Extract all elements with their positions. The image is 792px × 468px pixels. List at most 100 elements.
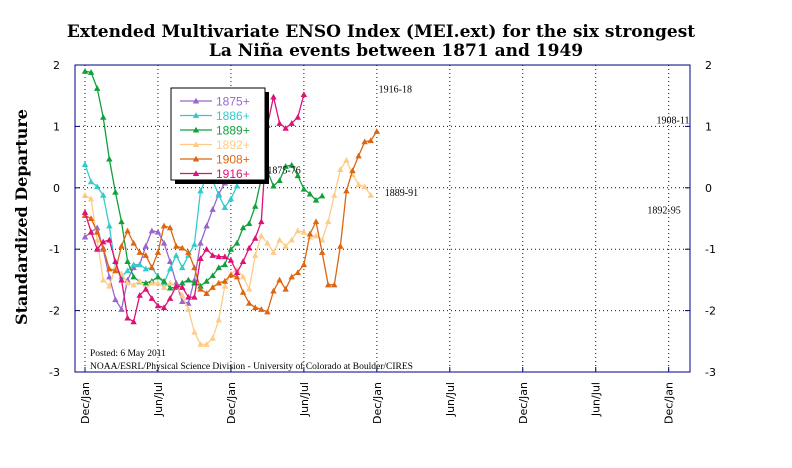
data-point: [203, 341, 210, 347]
legend-marker: [192, 141, 200, 148]
data-point: [130, 281, 137, 288]
y-tick-label-left: 1: [53, 120, 60, 133]
data-point: [361, 183, 368, 190]
data-point: [124, 267, 131, 274]
data-point: [179, 292, 186, 298]
data-point: [306, 190, 314, 197]
data-point: [148, 227, 156, 234]
series-1908: [81, 128, 381, 315]
data-point: [215, 279, 222, 286]
data-point: [331, 281, 338, 288]
data-point: [209, 252, 216, 258]
data-point: [160, 277, 168, 284]
data-point: [81, 191, 89, 198]
plot-area: [74, 64, 691, 373]
y-tick-label-left: -1: [49, 243, 60, 256]
legend-item: 1886+: [180, 109, 250, 123]
y-tick-label-left: 2: [53, 59, 60, 72]
credit-posted: Posted: 6 May 2011: [90, 349, 166, 359]
data-point: [349, 167, 356, 174]
data-point: [100, 238, 107, 245]
data-point: [173, 279, 180, 286]
data-point: [179, 264, 186, 271]
annotation-label: 1889-91: [385, 188, 418, 199]
data-point: [270, 93, 277, 100]
data-point: [93, 85, 101, 91]
data-point: [191, 264, 198, 271]
data-point: [185, 306, 192, 312]
data-point: [258, 232, 265, 239]
data-point: [173, 242, 180, 249]
data-point: [221, 261, 229, 268]
legend-marker: [192, 170, 200, 177]
data-point: [185, 276, 192, 283]
chart-title-line1: Extended Multivariate ENSO Index (MEI.ex…: [67, 22, 695, 42]
data-point: [197, 239, 204, 246]
data-point: [106, 222, 113, 229]
x-tick-label: Jun/Jul: [444, 382, 457, 417]
data-point: [118, 306, 125, 312]
data-point: [142, 265, 149, 272]
data-point: [258, 218, 265, 225]
data-point: [294, 269, 301, 276]
data-point: [112, 296, 119, 303]
legend-label: 1875+: [216, 95, 250, 109]
data-point: [221, 277, 229, 284]
x-tick-label: Dec/Jan: [225, 382, 238, 424]
data-point: [367, 137, 374, 144]
y-tick-label-left: -2: [49, 305, 60, 318]
y-tick-label-right: -1: [705, 243, 716, 256]
data-point: [270, 287, 277, 294]
data-point: [233, 269, 241, 276]
data-point: [124, 314, 131, 321]
data-point: [197, 187, 204, 194]
data-point: [100, 244, 107, 251]
data-point: [294, 227, 301, 234]
data-point: [160, 284, 168, 290]
data-point: [300, 261, 308, 268]
data-point: [306, 230, 314, 237]
x-tick-label: Jun/Jul: [298, 382, 311, 417]
legend: 1875+1886+1889+1892+1908+1916+: [170, 87, 269, 184]
data-point: [179, 298, 186, 304]
data-point: [209, 335, 216, 341]
data-point: [325, 218, 332, 225]
data-point: [142, 242, 149, 249]
legend-marker: [192, 126, 200, 133]
data-point: [318, 192, 326, 199]
data-point: [215, 264, 222, 271]
data-point: [276, 276, 283, 283]
data-point: [148, 264, 156, 271]
data-point: [343, 156, 350, 163]
data-point: [160, 222, 168, 229]
data-point: [312, 196, 320, 203]
data-point: [154, 273, 162, 280]
data-point: [93, 228, 101, 235]
data-point: [87, 228, 95, 235]
data-point: [191, 241, 198, 247]
data-point: [142, 285, 149, 292]
data-point: [245, 300, 253, 306]
data-point: [87, 69, 95, 75]
data-point: [154, 249, 162, 255]
data-point: [112, 267, 119, 274]
data-point: [325, 281, 332, 288]
legend-item: 1875+: [180, 95, 250, 109]
data-point: [191, 293, 198, 300]
data-point: [227, 246, 235, 252]
data-point: [87, 178, 95, 185]
data-point: [130, 318, 137, 325]
data-point: [288, 273, 295, 280]
data-point: [367, 191, 374, 198]
legend-item: 1892+: [180, 138, 250, 152]
data-point: [239, 224, 247, 231]
legend-marker: [192, 155, 200, 162]
data-point: [288, 236, 295, 243]
data-point: [124, 258, 131, 265]
data-point: [81, 233, 89, 240]
data-point: [81, 209, 89, 215]
data-point: [203, 277, 210, 284]
data-point: [81, 67, 89, 74]
data-point: [118, 218, 125, 225]
legend-marker: [192, 112, 200, 119]
